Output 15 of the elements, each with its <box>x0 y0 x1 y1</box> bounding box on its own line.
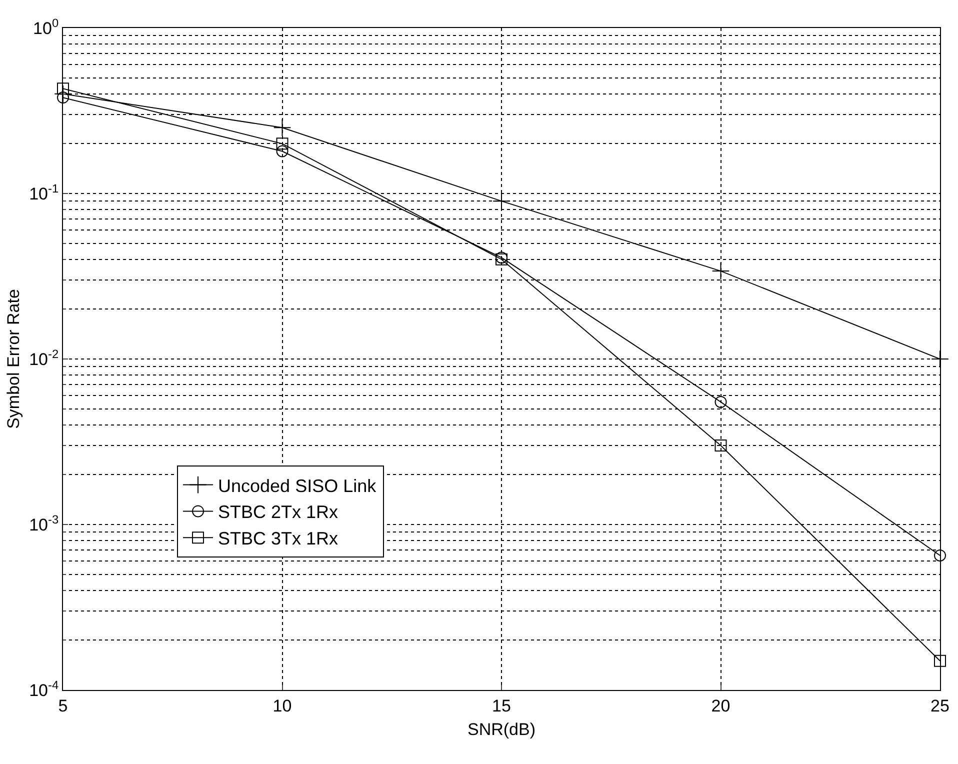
x-tick-label: 20 <box>711 696 730 716</box>
legend-label: Uncoded SISO Link <box>218 476 378 496</box>
y-tick-label: 10$^{-4}$ <box>29 678 59 700</box>
x-axis-title: SNR(dB) <box>467 720 536 739</box>
y-tick-label: 10$^{-2}$ <box>29 346 59 369</box>
x-tick-label: 15 <box>492 696 511 716</box>
x-tick-label: 5 <box>58 696 68 716</box>
legend-label: STBC 3Tx 1Rx <box>218 528 338 549</box>
y-tick-label: 10$^{-3}$ <box>29 512 59 534</box>
y-axis-title: Symbol Error Rate <box>4 289 23 429</box>
x-tick-label: 25 <box>930 696 950 716</box>
legend-label: STBC 2Tx 1Rx <box>218 502 338 522</box>
y-tick-label: 10$^{-1}$ <box>29 181 59 204</box>
x-tick-label: 10 <box>272 696 292 716</box>
y-tick-label: 10$^{0}$ <box>33 16 59 38</box>
